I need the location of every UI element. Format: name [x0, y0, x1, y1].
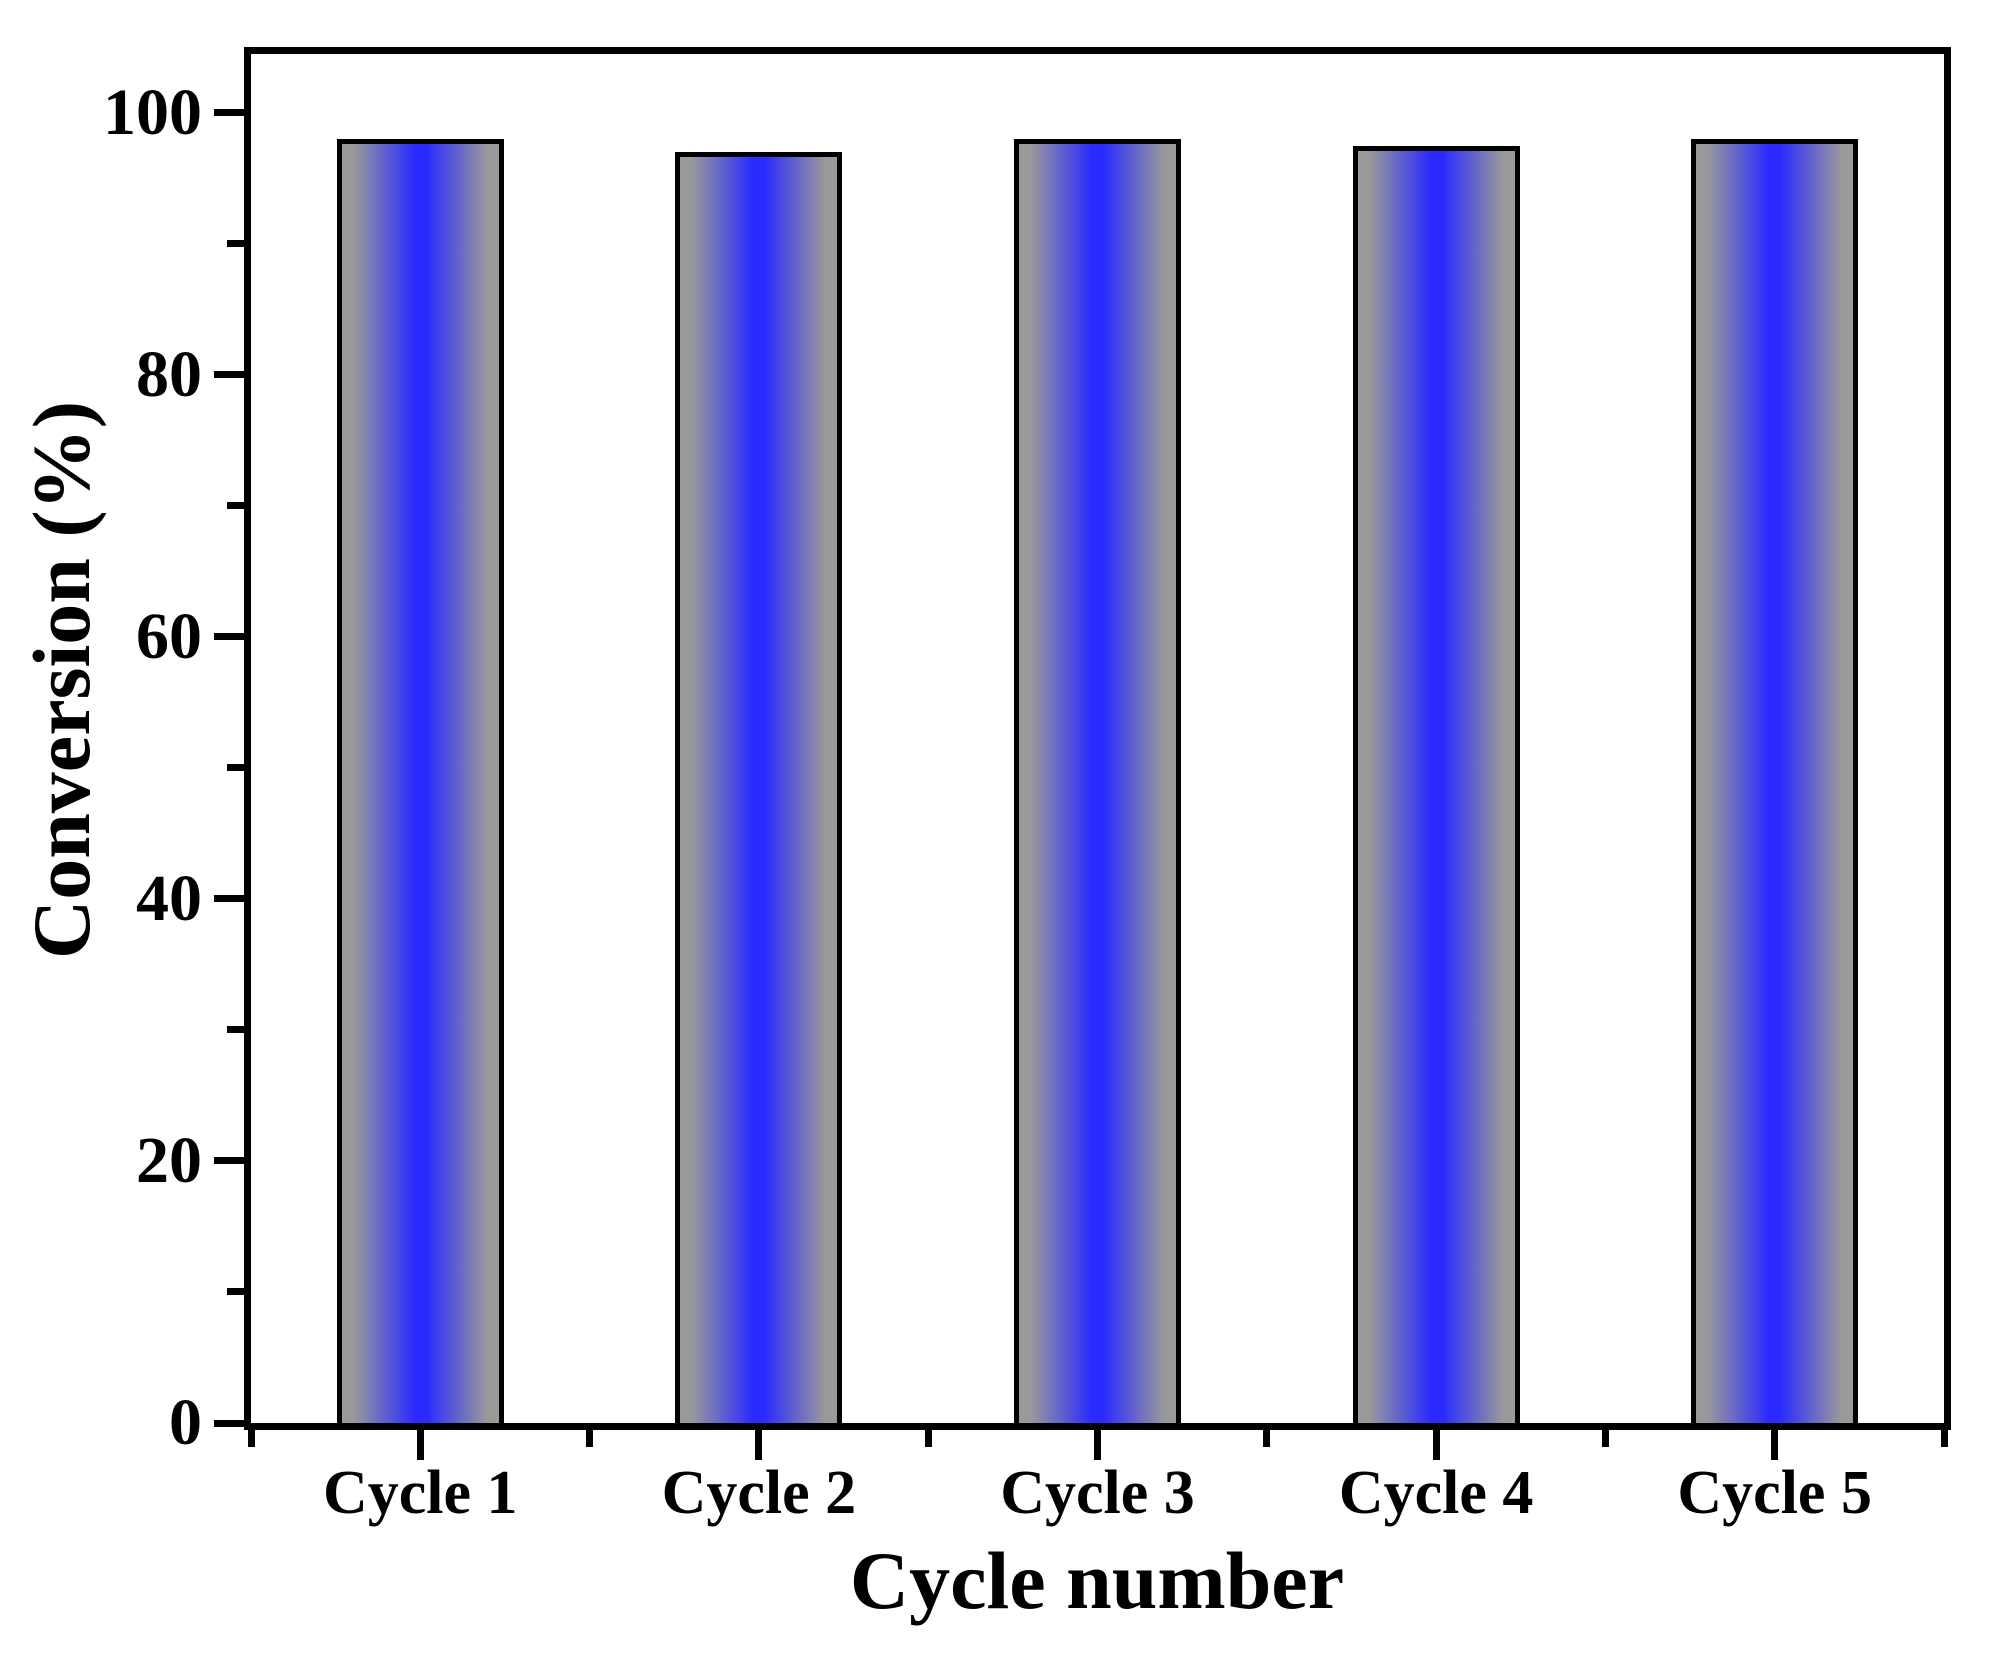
x-minor-tick-mark	[924, 1430, 932, 1447]
x-major-tick-mark	[755, 1430, 763, 1460]
x-minor-tick-mark	[1940, 1430, 1948, 1447]
x-minor-tick-mark	[247, 1430, 255, 1447]
x-tick-label: Cycle 5	[1677, 1459, 1872, 1527]
x-tick-label: Cycle 1	[323, 1459, 518, 1527]
x-axis-title: Cycle number	[849, 1535, 1345, 1626]
y-major-tick-mark	[214, 1419, 244, 1427]
y-tick-label: 0	[169, 1386, 202, 1459]
x-tick-label: Cycle 4	[1338, 1459, 1534, 1527]
bar-cycle-2	[675, 152, 843, 1423]
y-minor-tick-mark	[227, 1026, 244, 1034]
x-major-tick-mark	[416, 1430, 424, 1460]
y-minor-tick-mark	[227, 1288, 244, 1296]
y-major-tick-mark	[214, 1157, 244, 1165]
y-minor-tick-mark	[227, 764, 244, 772]
y-major-tick-mark	[214, 633, 244, 641]
y-major-tick-mark	[214, 371, 244, 379]
y-minor-tick-mark	[227, 240, 244, 248]
x-major-tick-mark	[1432, 1430, 1440, 1460]
y-tick-label: 40	[136, 861, 202, 935]
bar-cycle-5	[1691, 139, 1859, 1423]
x-tick-label: Cycle 2	[661, 1459, 857, 1527]
y-tick-label: 60	[136, 599, 202, 673]
y-tick-label: 80	[136, 337, 202, 411]
y-tick-label: 20	[136, 1123, 202, 1197]
x-minor-tick-mark	[1263, 1430, 1271, 1447]
bar-cycle-1	[336, 139, 504, 1423]
x-tick-label: Cycle 3	[1000, 1459, 1195, 1527]
y-major-tick-mark	[214, 109, 244, 117]
x-minor-tick-mark	[586, 1430, 594, 1447]
y-major-tick-mark	[214, 895, 244, 903]
bar-cycle-4	[1352, 145, 1520, 1423]
x-major-tick-mark	[1771, 1430, 1779, 1460]
bar-cycle-3	[1014, 139, 1181, 1423]
x-minor-tick-mark	[1601, 1430, 1609, 1447]
y-minor-tick-mark	[227, 502, 244, 510]
x-major-tick-mark	[1094, 1430, 1101, 1460]
y-tick-label: 100	[103, 75, 202, 149]
